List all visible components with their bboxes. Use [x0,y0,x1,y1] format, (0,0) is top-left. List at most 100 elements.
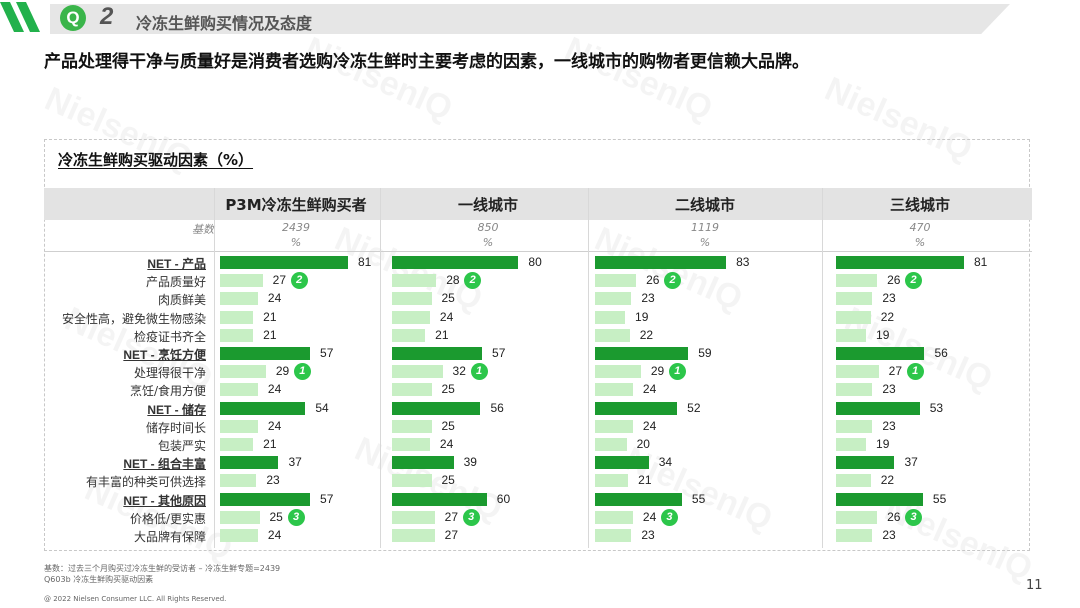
bar [836,347,925,360]
bar-value: 24 [439,309,454,324]
bar-value: 22 [639,327,654,342]
bar [836,529,873,542]
footnote-question: Q603b 冷冻生鲜购买驱动因素 [44,575,154,584]
net-category-label: NET - 烹饪方便 [123,348,206,362]
unit-label: % [482,236,494,249]
bar-value: 24 [439,437,454,451]
bar-value: 25 [441,473,455,488]
bar-value: 23 [882,382,896,397]
column-header-3: 二线城市 [674,196,735,214]
bar [836,383,873,397]
bar [392,383,432,397]
bar [392,365,443,379]
bar-value: 26 [887,273,901,288]
bar-value: 23 [641,528,655,542]
bar-value: 55 [932,491,947,506]
bar-value: 37 [288,455,302,470]
bar [220,510,260,524]
bar-value: 23 [641,291,655,306]
bar [220,347,311,360]
watermark-text: NielsenIQ [559,30,718,129]
bar-value: 27 [272,273,287,288]
bar-value: 20 [636,437,650,451]
bar-value: 29 [275,364,290,379]
page-headline: 产品处理得干净与质量好是消费者选购冷冻生鲜时主要考虑的因素，一线城市的购物者更信… [44,52,809,72]
bar [220,292,258,306]
bar-value: 19 [876,437,890,451]
bar-value: 27 [444,509,459,524]
bar-value: 28 [446,273,460,288]
bar [220,419,258,433]
bar [220,492,311,506]
bar-value: 23 [882,291,896,306]
bar [595,510,633,524]
base-value: 1119 [691,221,719,234]
chart-title: 冷冻生鲜购买驱动因素（%） [58,151,254,169]
column-header-2: 一线城市 [457,196,518,214]
bar-value: 22 [880,309,895,324]
chart-panel [44,139,1030,551]
rank-badge-icon: 2 [905,272,923,290]
bar [392,510,435,524]
bar [595,383,633,397]
bar [595,310,626,324]
bar-value: 54 [315,400,329,415]
net-category-label: NET - 其他原因 [123,493,206,508]
bar [392,292,432,306]
bar-value: 24 [642,418,657,433]
driver-label: 包装严实 [157,439,206,453]
driver-label: 检疫证书齐全 [133,329,206,344]
bar [595,529,632,542]
bar [220,365,266,379]
bar [392,456,454,470]
column-header-1: P3M冷冻生鲜购买者 [225,196,367,214]
bar-value: 39 [463,455,477,470]
bar [595,419,633,433]
bar [392,474,432,488]
bar [836,492,923,506]
bar-value: 27 [444,528,459,542]
bar-value: 23 [882,528,896,542]
bar [836,438,867,451]
column-separator [588,188,589,548]
bar [392,438,430,451]
bar-value: 24 [267,382,282,397]
bar [595,365,641,379]
question-letter: Q [66,8,80,27]
rank-badge-icon: 2 [664,272,682,290]
copyright: @ 2022 Nielsen Consumer LLC. All Rights … [44,595,227,603]
bar-value: 24 [642,382,657,397]
column-separator [214,188,215,548]
rank-badge-icon: 2 [290,272,308,290]
section-header-bar [50,4,1010,34]
column-header-4: 三线城市 [889,196,950,214]
bar-value: 55 [691,491,706,506]
driver-label: 大品牌有保障 [133,530,206,544]
question-icon [60,5,86,31]
bar [392,310,430,324]
bar [836,401,920,415]
bar [595,347,689,360]
bar [392,256,519,269]
bar-value: 25 [441,418,455,433]
rank-badge-icon: 3 [660,508,678,526]
bar [220,328,254,342]
column-header-band [44,188,1032,220]
bar-value: 25 [441,291,455,306]
bar [220,474,257,488]
bar-value: 57 [492,346,506,360]
base-value: 850 [477,221,499,234]
bar-value: 57 [320,346,334,360]
bar-value: 57 [320,491,334,506]
bar-value: 59 [698,346,712,360]
bar [220,529,258,542]
bar [595,456,649,470]
bar [220,383,258,397]
bar [836,256,964,269]
bar [220,310,254,324]
bar [220,456,279,470]
bar-value: 52 [687,400,701,415]
bar-value: 83 [736,255,750,269]
driver-label: 肉质鲜美 [157,293,206,308]
rank-badge-icon: 1 [293,363,311,381]
